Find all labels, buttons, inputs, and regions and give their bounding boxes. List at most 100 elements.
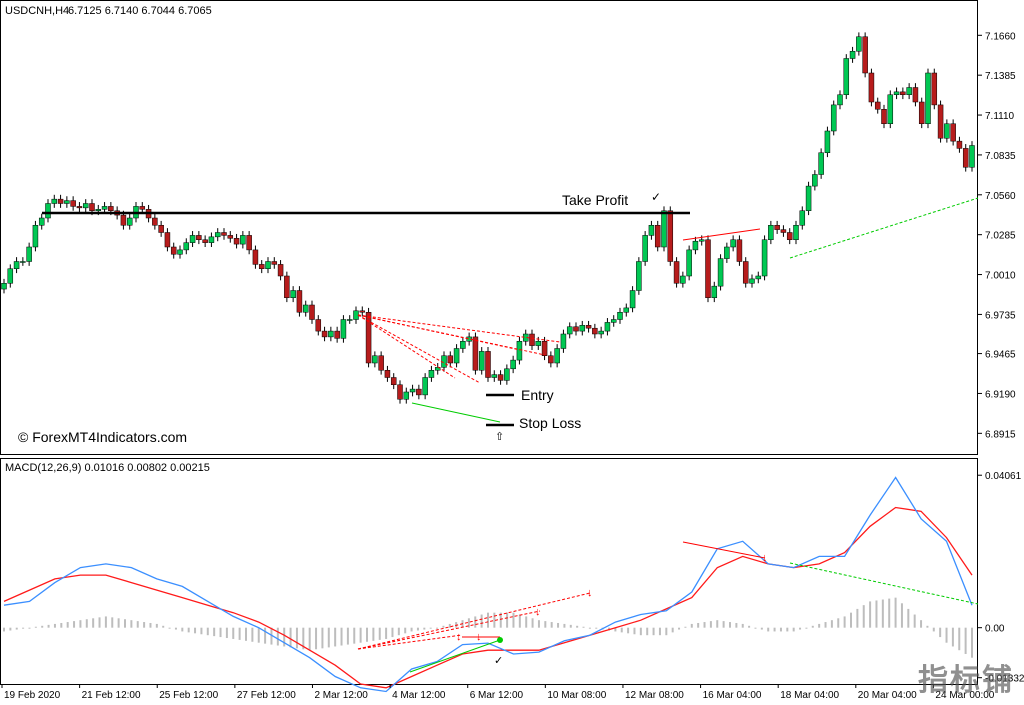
candle-body [654, 225, 661, 248]
candle-body [623, 307, 630, 313]
histogram-bar [327, 627, 330, 648]
histogram-bar [862, 605, 865, 628]
candle-body [780, 229, 787, 233]
candle-body [711, 285, 718, 298]
candle-body [177, 249, 183, 255]
candle-body [334, 330, 340, 339]
histogram-bar [276, 627, 279, 646]
histogram-bar [951, 627, 954, 647]
candle-body [340, 319, 347, 339]
candle-body [937, 104, 944, 139]
candle-body [164, 232, 171, 248]
candle-body [592, 327, 598, 335]
histogram-bar [321, 627, 324, 649]
candle-body [837, 94, 843, 106]
price-axis: 7.1660 7.1385 7.1110 7.0835 7.0560 7.0285 7.00… [978, 31, 1016, 440]
histogram-bar [232, 627, 235, 639]
histogram-bar [429, 627, 432, 629]
candle-body [698, 239, 705, 242]
histogram-bar [200, 627, 203, 635]
macd-axis: 0.04061 0.00 -0.01332 [978, 471, 1024, 685]
candle-body [793, 225, 799, 240]
candle-body [849, 51, 856, 59]
candle-body [548, 355, 554, 364]
histogram-bar [28, 627, 31, 629]
histogram-bar [850, 612, 852, 628]
macd-lines-group [3, 476, 973, 693]
candle-body [755, 275, 762, 280]
candle-body [887, 94, 894, 124]
candle-body [7, 268, 14, 284]
candle-body [328, 330, 334, 338]
histogram-bar [423, 627, 426, 630]
candle-body [642, 235, 648, 262]
candle-body [912, 87, 919, 103]
candle-body [302, 304, 309, 313]
histogram-bar [366, 627, 368, 642]
candle-body [862, 36, 868, 74]
histogram-bar [480, 614, 483, 628]
candle-body [724, 246, 730, 259]
candle-body [573, 326, 579, 332]
histogram-bar [295, 627, 298, 649]
candle-body [906, 87, 912, 95]
watermark-text: © ForexMT4Indicators.com [18, 429, 187, 445]
candle-body [76, 206, 83, 209]
histogram-bar [525, 616, 528, 628]
time-tick-label: 18 Mar 04:00 [780, 690, 839, 701]
histogram-bar [907, 608, 910, 628]
time-tick-label: 2 Mar 12:00 [314, 690, 368, 701]
candle-body [874, 101, 881, 110]
histogram-bar [920, 620, 923, 628]
time-tick-label: 4 Mar 12:00 [392, 690, 446, 701]
histogram-bar [340, 627, 343, 646]
histogram-bar [518, 614, 521, 628]
candle-body [749, 278, 755, 284]
candle-body [89, 203, 95, 211]
histogram-bar [658, 627, 661, 636]
macd-title: MACD(12,26,9) 0.01016 0.00802 0.00215 [5, 462, 210, 474]
histogram-bar [506, 612, 509, 628]
price-tick-label: 6.8915 [985, 429, 1016, 440]
histogram-bar [98, 617, 101, 628]
histogram-bar [283, 627, 286, 647]
histogram-bar [557, 622, 560, 628]
check-mark-top: ✓ [651, 190, 661, 204]
histogram-bar [194, 627, 197, 634]
histogram-bar [760, 627, 763, 630]
candle-body [566, 326, 573, 335]
histogram-bar [168, 627, 171, 629]
candle-body [636, 261, 642, 291]
time-axis: 19 Feb 2020 21 Feb 12:00 25 Feb 12:00 27 Fe… [1, 684, 995, 701]
histogram-bar [181, 627, 184, 632]
candle-body [57, 198, 64, 204]
histogram-bar [289, 627, 292, 648]
candle-body [453, 348, 460, 364]
candle-body [818, 152, 824, 175]
histogram-bar [499, 612, 502, 628]
candle-body [824, 130, 831, 153]
histogram-bar [117, 618, 120, 628]
macd-tick-label: 0.04061 [985, 471, 1022, 482]
histogram-bar [22, 627, 25, 629]
histogram-bar [671, 627, 674, 633]
candle-body [277, 264, 284, 277]
candle-body [208, 236, 215, 243]
candle-body [661, 210, 667, 248]
histogram-bar [729, 622, 731, 628]
candle-body [95, 209, 102, 212]
histogram-bar [773, 627, 776, 632]
ohlc-values: 6.7125 6.7140 6.7044 6.7065 [68, 5, 212, 17]
candle-body [26, 246, 32, 262]
candle-body [900, 91, 906, 95]
candle-body [139, 206, 146, 210]
candle-body [227, 235, 234, 239]
candle-body [309, 304, 315, 320]
candle-body [246, 235, 252, 251]
histogram-bar [735, 622, 738, 628]
histogram-bar [85, 619, 88, 628]
histogram-bar [467, 618, 470, 628]
candle-body [686, 249, 692, 277]
candle-body [648, 225, 655, 236]
histogram-bar [130, 620, 133, 628]
